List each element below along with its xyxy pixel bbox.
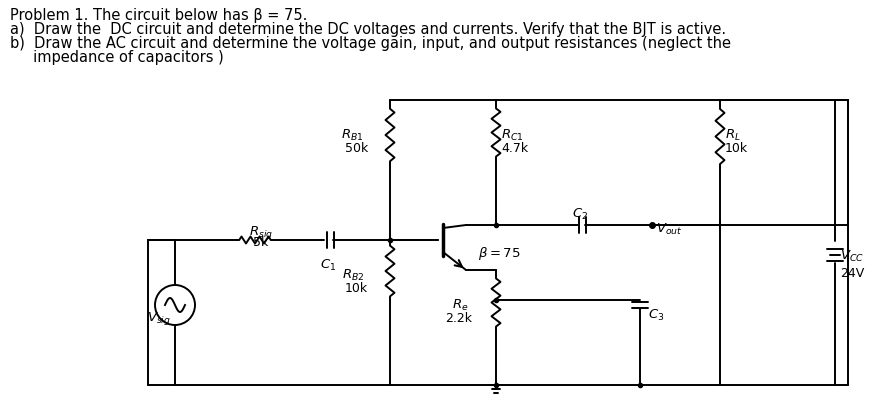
Text: $R_{C1}$: $R_{C1}$: [501, 128, 524, 143]
Text: 10k: 10k: [345, 282, 368, 295]
Text: $V_{CC}$: $V_{CC}$: [840, 249, 864, 264]
Text: b)  Draw the AC circuit and determine the voltage gain, input, and output resist: b) Draw the AC circuit and determine the…: [10, 36, 731, 51]
Text: Problem 1. The circuit below has β = 75.: Problem 1. The circuit below has β = 75.: [10, 8, 308, 23]
Text: $C_3$: $C_3$: [648, 308, 664, 323]
Text: $V_{sig}$: $V_{sig}$: [147, 310, 171, 327]
Text: 10k: 10k: [725, 142, 748, 155]
Text: impedance of capacitors ): impedance of capacitors ): [10, 50, 224, 65]
Text: $R_e$: $R_e$: [452, 298, 468, 313]
Text: 5k: 5k: [253, 236, 268, 249]
Text: $R_L$: $R_L$: [725, 128, 741, 143]
Text: $C_1$: $C_1$: [320, 258, 336, 273]
Text: 2.2k: 2.2k: [445, 312, 472, 325]
Text: $R_{sig}$: $R_{sig}$: [249, 224, 274, 241]
Text: $R_{B2}$: $R_{B2}$: [342, 268, 364, 283]
Text: $V_{out}$: $V_{out}$: [656, 222, 683, 237]
Text: $C_2$: $C_2$: [572, 207, 588, 222]
Text: 24V: 24V: [840, 267, 864, 280]
Text: $R_{B1}$: $R_{B1}$: [342, 128, 364, 143]
Text: 4.7k: 4.7k: [501, 142, 528, 155]
Text: a)  Draw the  DC circuit and determine the DC voltages and currents. Verify that: a) Draw the DC circuit and determine the…: [10, 22, 726, 37]
Text: 50k: 50k: [344, 142, 368, 155]
Text: $\beta = 75$: $\beta = 75$: [478, 245, 521, 262]
